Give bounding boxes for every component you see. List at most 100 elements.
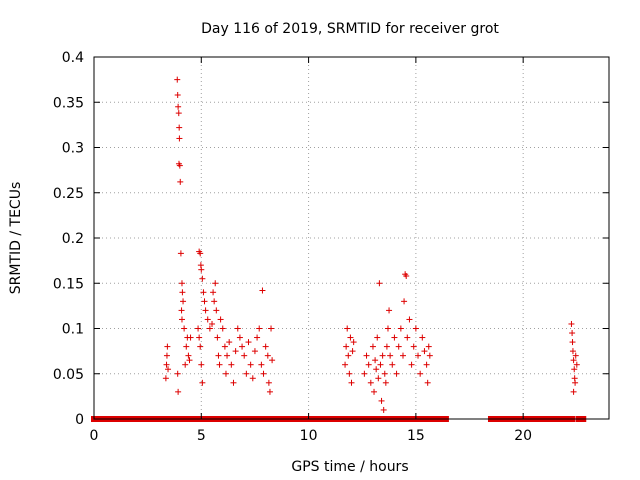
data-point [423, 361, 430, 368]
data-point [346, 370, 353, 377]
data-point [251, 348, 258, 355]
data-point [221, 343, 228, 350]
data-point [183, 343, 190, 350]
data-point [259, 287, 266, 294]
data-point [426, 352, 433, 359]
plot-frame [93, 56, 610, 420]
data-point [201, 298, 208, 305]
data-point [175, 103, 182, 110]
data-point [374, 334, 381, 341]
data-point [232, 348, 239, 355]
data-point [206, 325, 213, 332]
data-point [247, 361, 254, 368]
y-tick-label: 0.35 [53, 95, 84, 111]
data-point [245, 339, 252, 346]
data-point [228, 361, 235, 368]
data-point [408, 361, 415, 368]
data-point [372, 357, 379, 364]
data-point [424, 379, 431, 386]
y-tick-label: 0.2 [62, 231, 84, 247]
data-point [256, 325, 263, 332]
data-point [379, 352, 386, 359]
data-point [417, 370, 424, 377]
data-point [569, 330, 576, 337]
data-point [209, 320, 216, 327]
y-tick-label: 0.05 [53, 367, 84, 383]
data-point [197, 343, 204, 350]
data-point [196, 334, 203, 341]
data-point [410, 343, 417, 350]
data-point [570, 388, 577, 395]
data-point [343, 343, 350, 350]
data-point [222, 370, 229, 377]
data-point [241, 352, 248, 359]
data-point [178, 307, 185, 314]
data-point [382, 379, 389, 386]
data-point [384, 325, 391, 332]
data-point [342, 361, 349, 368]
data-point [415, 352, 422, 359]
data-point [236, 334, 243, 341]
data-point [195, 325, 202, 332]
data-point [254, 334, 261, 341]
y-tick-label: 0.1 [62, 322, 84, 338]
data-point [377, 361, 384, 368]
data-point [178, 316, 185, 323]
data-point [568, 320, 575, 327]
data-point [387, 352, 394, 359]
data-point [400, 352, 406, 359]
data-point [179, 289, 186, 296]
data-point [264, 352, 271, 359]
data-point [258, 361, 265, 368]
data-point [363, 352, 370, 359]
data-point [376, 280, 383, 287]
data-point [249, 375, 256, 382]
data-point [214, 334, 221, 341]
x-axis-label: GPS time / hours [291, 459, 408, 475]
data-point [199, 275, 206, 282]
data-point [187, 334, 194, 341]
y-tick-label: 0.3 [62, 141, 84, 157]
data-point [268, 325, 275, 332]
data-point [373, 366, 380, 373]
data-point [572, 379, 579, 386]
data-point [421, 348, 428, 355]
data-point [177, 250, 184, 257]
data-point [202, 307, 209, 314]
data-point [573, 361, 580, 368]
data-point [395, 343, 402, 350]
data-point [230, 379, 237, 386]
data-point [178, 280, 185, 287]
data-point [266, 388, 273, 395]
data-point [213, 307, 220, 314]
data-point [204, 316, 211, 323]
data-point [200, 289, 207, 296]
data-point [219, 325, 226, 332]
x-tick-label: 0 [90, 428, 99, 444]
data-point [176, 124, 183, 131]
data-point [243, 370, 250, 377]
data-point [381, 370, 388, 377]
y-tick-label: 0.25 [53, 186, 84, 202]
data-point [393, 370, 400, 377]
data-point [216, 361, 223, 368]
data-point [361, 370, 368, 377]
data-point [412, 325, 419, 332]
data-points [162, 76, 580, 413]
data-point [406, 316, 413, 323]
y-tick-label: 0.15 [53, 276, 84, 292]
data-point [386, 307, 393, 314]
data-point [163, 352, 170, 359]
data-point [383, 343, 390, 350]
data-point [180, 298, 187, 305]
x-axis-ticks: 0 5 10 15 20 [90, 57, 532, 444]
data-point [210, 289, 217, 296]
data-point [164, 343, 171, 350]
data-point [572, 352, 579, 359]
data-point [234, 325, 241, 332]
x-tick-label: 20 [514, 428, 532, 444]
y-tick-label: 0.4 [62, 50, 84, 66]
data-point [371, 388, 378, 395]
data-point [215, 352, 222, 359]
